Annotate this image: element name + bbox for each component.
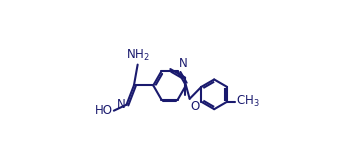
Text: CH$_3$: CH$_3$	[236, 94, 260, 109]
Text: N: N	[117, 98, 126, 111]
Text: N: N	[179, 57, 188, 70]
Text: NH$_2$: NH$_2$	[126, 48, 149, 63]
Text: O: O	[190, 99, 200, 112]
Text: HO: HO	[94, 104, 112, 117]
